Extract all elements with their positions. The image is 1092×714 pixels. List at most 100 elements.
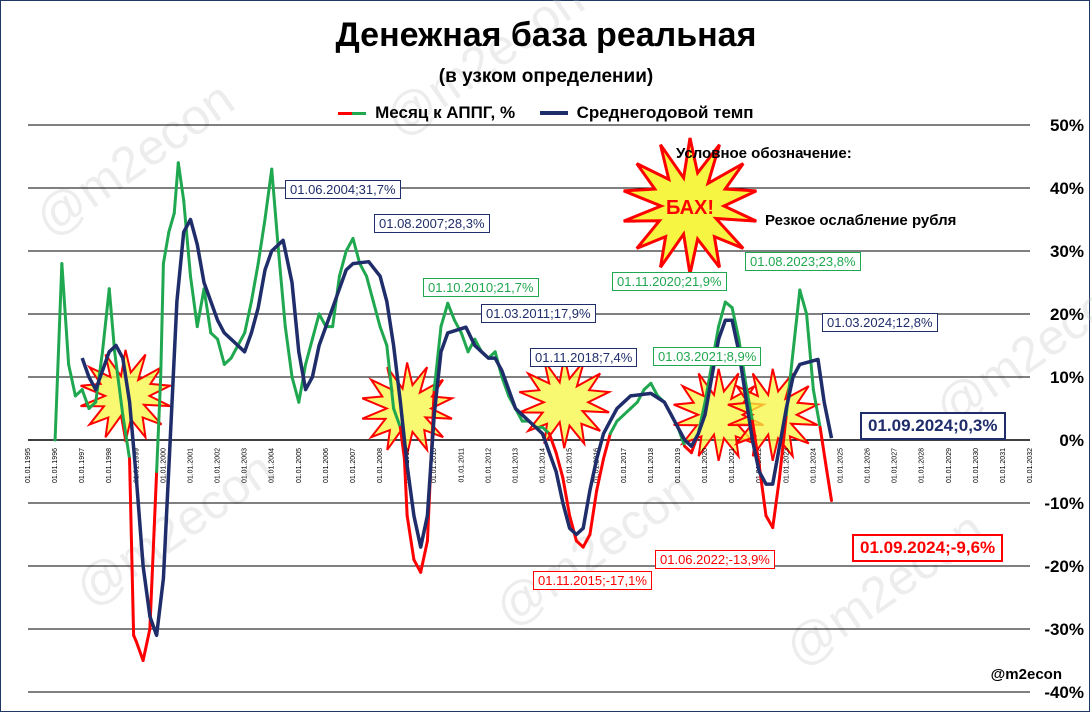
monthly-series-segment [798, 288, 809, 316]
callout: 01.10.2010;21,7% [423, 278, 539, 297]
monthly-series-segment [608, 419, 619, 436]
monthly-series-segment [588, 488, 599, 536]
chart-subtitle: (в узком определении) [438, 66, 654, 87]
monthly-series-segment [100, 287, 111, 354]
monthly-series-segment [310, 312, 321, 341]
monthly-series-segment [412, 558, 423, 574]
note-label: Резкое ослабление рубля [765, 212, 957, 229]
legend: Месяц к АППГ, % Среднегодовой темп [0, 102, 1092, 123]
y-tick-label: 40% [1050, 179, 1084, 198]
monthly-series-segment [601, 432, 612, 461]
x-tick-label: 01.01.2016 [594, 448, 601, 483]
monthly-series-segment [344, 236, 355, 253]
monthly-series-segment [176, 161, 186, 203]
chart-title: Денежная база реальная [335, 16, 757, 54]
monthly-series-segment [236, 331, 247, 347]
monthly-series-segment [222, 356, 233, 366]
monthly-series-segment [744, 381, 754, 423]
callout-latest-monthly: 01.09.2024;-9,6% [852, 534, 1004, 562]
monthly-series-segment [547, 432, 558, 455]
x-tick-label: 01.01.2029 [946, 448, 953, 483]
x-tick-label: 01.01.2031 [1000, 448, 1007, 483]
x-tick-label: 01.01.2006 [323, 448, 330, 483]
y-tick-label: 0% [1059, 431, 1084, 450]
monthly-series-segment [622, 407, 633, 417]
brand-label: @m2econ [990, 666, 1062, 683]
monthly-series-segment [155, 375, 163, 473]
x-tick-label: 01.01.2032 [1027, 448, 1034, 483]
callout: 01.11.2018;7,4% [530, 348, 638, 367]
legend-label: Месяц к АППГ, % [375, 102, 516, 122]
monthly-series-segment [750, 419, 761, 467]
y-tick-label: 20% [1050, 305, 1084, 324]
x-tick-label: 01.01.2018 [648, 448, 655, 483]
x-tick-label: 01.01.2012 [485, 448, 492, 483]
callout: 01.06.2022;-13,9% [655, 550, 775, 569]
monthly-series-segment [107, 287, 117, 354]
monthly-series-segment [791, 288, 802, 354]
x-tick-label: 01.01.2008 [377, 448, 384, 483]
x-tick-label: 01.01.2005 [296, 448, 303, 483]
monthly-series-segment [161, 230, 171, 266]
monthly-series-segment [581, 533, 592, 549]
x-tick-label: 01.01.2020 [702, 448, 709, 483]
monthly-series-segment [249, 262, 260, 303]
monthly-series-segment [703, 362, 714, 404]
monthly-series-segment [811, 388, 822, 429]
x-tick-label: 01.01.2030 [973, 448, 980, 483]
monthly-series-segment [385, 344, 396, 410]
y-tick-label: -20% [1044, 557, 1084, 576]
monthly-series-segment [378, 325, 389, 347]
callout: 01.11.2015;-17,1% [533, 571, 652, 590]
monthly-series-segment [283, 325, 294, 379]
monthly-series-segment [229, 344, 240, 360]
monthly-series-segment [148, 470, 159, 631]
monthly-series-segment [405, 514, 416, 562]
monthly-series-segment [419, 539, 429, 574]
x-tick-label: 01.01.2023 [783, 448, 790, 483]
monthly-series-segment [500, 375, 511, 398]
monthly-series-segment [317, 312, 328, 329]
average-series-line [80, 217, 834, 638]
y-tick-label: 30% [1050, 242, 1084, 261]
monthly-series-segment [290, 375, 301, 404]
legend-item-monthly: Месяц к АППГ, % [338, 103, 515, 123]
monthly-series-segment [568, 514, 578, 543]
monthly-series-segment [67, 362, 77, 398]
x-tick-label: 01.01.2001 [187, 448, 194, 483]
monthly-series-segment [402, 457, 409, 518]
monthly-series-segment [398, 425, 406, 461]
monthly-series-segment [188, 274, 199, 329]
monthly-series-segment [121, 413, 132, 461]
x-tick-label: 01.01.2002 [215, 448, 222, 483]
monthly-series-segment [392, 407, 402, 429]
monthly-series-segment [167, 211, 176, 234]
y-tick-label: -40% [1044, 683, 1084, 702]
monthly-series-segment [446, 301, 457, 322]
monthly-series-segment [771, 476, 781, 530]
x-tick-label: 01.01.2019 [675, 448, 682, 483]
monthly-series-segment [432, 325, 443, 392]
monthly-series-segment [818, 425, 829, 473]
callout: 01.08.2023;23,8% [745, 252, 861, 271]
monthly-series-segment [358, 262, 369, 278]
y-tick-label: 10% [1050, 368, 1084, 387]
y-tick-label: -10% [1044, 494, 1084, 513]
legend-item-average: Среднегодовой темп [539, 103, 754, 123]
x-tick-label: 01.01.2025 [837, 448, 844, 483]
monthly-series-segment [805, 312, 815, 392]
monthly-series-segment [195, 287, 206, 329]
callout: 01.11.2020;21,9% [612, 272, 727, 291]
x-tick-label: 01.01.1998 [106, 448, 113, 483]
monthly-series-segment [182, 199, 192, 278]
monthly-series-segment [297, 362, 308, 404]
monthly-series-segment [80, 388, 91, 410]
monthly-series-segment [615, 413, 626, 423]
monthly-series-segment [134, 640, 145, 662]
x-tick-label: 01.01.2028 [919, 448, 926, 483]
callout: 01.03.2024;12,8% [822, 313, 938, 332]
monthly-series-segment [141, 627, 152, 662]
monthly-series-segment [351, 236, 362, 266]
x-tick-label: 01.01.2011 [458, 448, 465, 483]
